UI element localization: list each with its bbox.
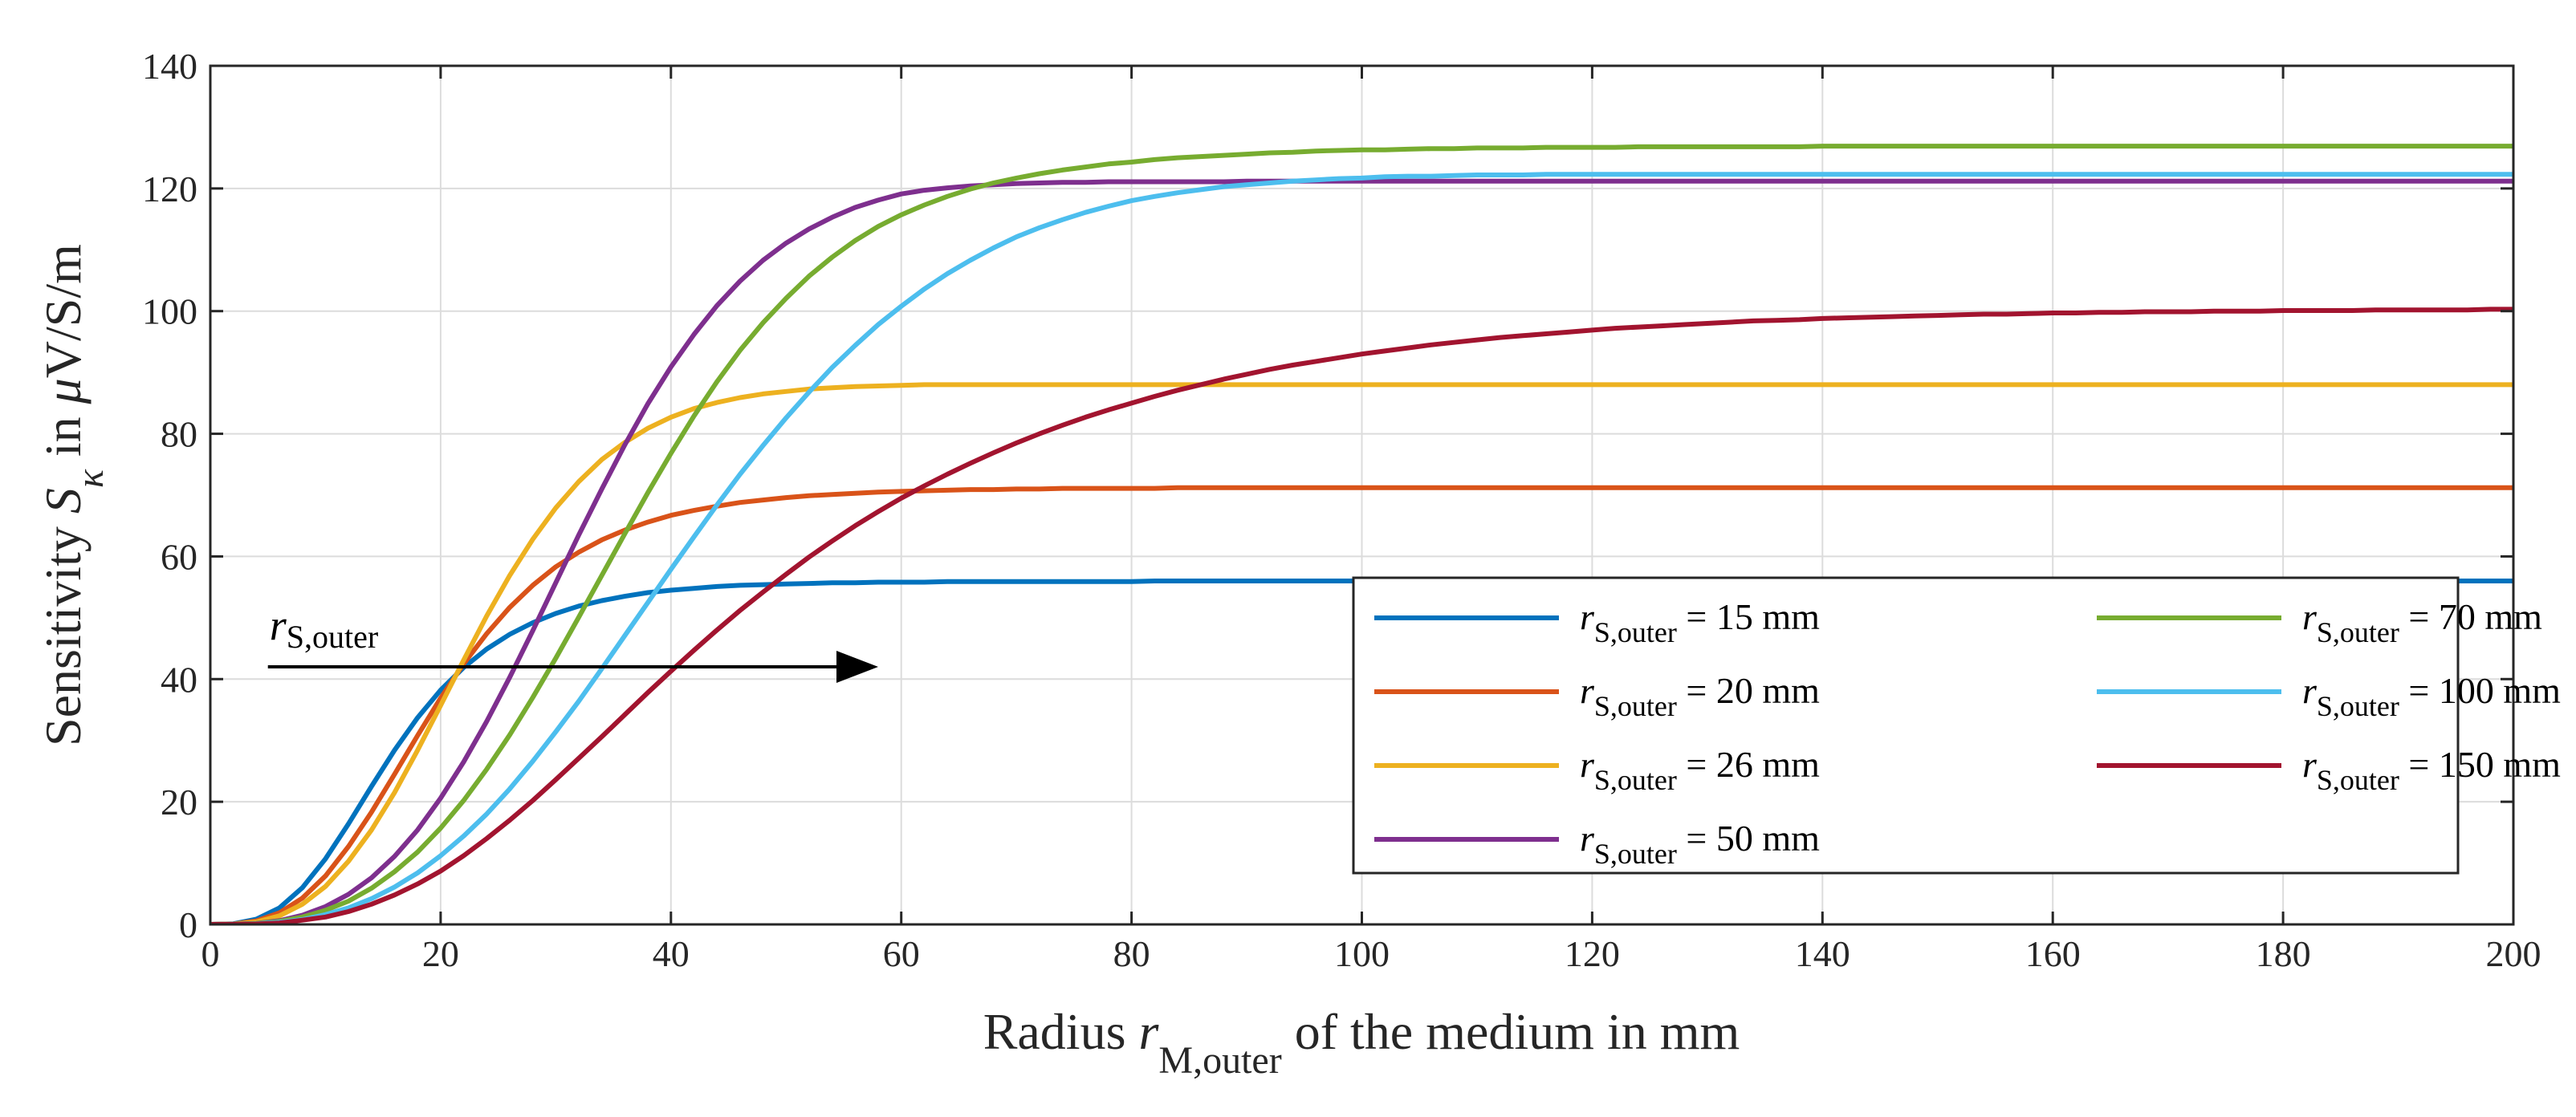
legend-box: [1352, 576, 2460, 875]
annotation-arrowhead: [836, 651, 879, 683]
legend-value: = 50 mm: [1677, 818, 1820, 859]
x-tick-label: 100: [1334, 933, 1390, 974]
series-line-26mm: [210, 382, 2513, 924]
x-axis-title-prefix: Radius: [983, 1003, 1139, 1060]
legend-label: rS,outer = 50 mm: [1580, 818, 1820, 870]
legend-label: rS,outer = 70 mm: [2302, 596, 2542, 648]
legend-symbol: r: [2302, 596, 2318, 637]
annotation-subscript: S,outer: [287, 619, 378, 655]
arrow-annotation: rS,outer: [267, 601, 879, 683]
legend-value: = 70 mm: [2399, 596, 2542, 637]
series-line-70mm: [210, 144, 2513, 924]
x-tick-label: 80: [1113, 933, 1150, 974]
x-axis-title-suffix: of the medium in mm: [1282, 1003, 1740, 1060]
series-layer: [210, 144, 2513, 924]
y-axis-title-unit: V/S/m: [35, 244, 92, 378]
legend-symbol: r: [1580, 596, 1595, 637]
y-axis-title-subscript: κ: [69, 469, 112, 488]
y-tick-label: 0: [179, 904, 197, 945]
x-tick-label: 60: [883, 933, 920, 974]
legend-value: = 26 mm: [1677, 744, 1820, 785]
x-tick-label: 40: [653, 933, 690, 974]
legend-subscript: S,outer: [2317, 690, 2399, 722]
legend-symbol: r: [1580, 818, 1595, 859]
legend-subscript: S,outer: [1594, 616, 1677, 648]
legend-subscript: S,outer: [2317, 764, 2399, 796]
y-tick-label: 140: [142, 46, 197, 87]
legend-value: = 15 mm: [1677, 596, 1820, 637]
y-tick-label: 100: [142, 291, 197, 332]
x-tick-label: 0: [201, 933, 220, 974]
y-axis-title-prefix: Sensitivity: [35, 514, 92, 746]
series-line-150mm: [210, 307, 2513, 924]
x-tick-label: 160: [2025, 933, 2081, 974]
y-tick-label: 20: [161, 782, 197, 823]
legend-value: = 150 mm: [2399, 744, 2561, 785]
legend-symbol: r: [1580, 670, 1595, 711]
y-axis-title-mu: μ: [35, 378, 92, 404]
legend-label: rS,outer = 100 mm: [2302, 670, 2561, 722]
x-axis-title: Radius rM,outer of the medium in mm: [983, 1003, 1740, 1082]
y-tick-label: 40: [161, 659, 197, 700]
legend-label: rS,outer = 15 mm: [1580, 596, 1820, 648]
legend-symbol: r: [2302, 744, 2318, 785]
legend-subscript: S,outer: [2317, 616, 2399, 648]
legend-label: rS,outer = 150 mm: [2302, 744, 2561, 796]
legend-symbol: r: [1580, 744, 1595, 785]
x-tick-label: 180: [2256, 933, 2311, 974]
y-tick-label: 80: [161, 414, 197, 455]
legend-symbol: r: [2302, 670, 2318, 711]
y-tick-label: 120: [142, 169, 197, 209]
legend-value: = 20 mm: [1677, 670, 1820, 711]
y-axis-title-symbol: S: [35, 488, 92, 514]
x-tick-label: 120: [1565, 933, 1620, 974]
annotation-label: rS,outer: [270, 601, 378, 655]
x-tick-label: 20: [422, 933, 459, 974]
annotation-symbol: r: [270, 601, 287, 649]
x-tick-label: 200: [2486, 933, 2541, 974]
y-tick-label: 60: [161, 536, 197, 577]
legend-label: rS,outer = 20 mm: [1580, 670, 1820, 722]
series-line-50mm: [210, 178, 2513, 924]
legend-subscript: S,outer: [1594, 764, 1677, 796]
y-axis-title: Sensitivity Sκ in μV/S/m: [35, 244, 112, 746]
x-tick-label: 140: [1795, 933, 1850, 974]
legend-subscript: S,outer: [1594, 690, 1677, 722]
legend-value: = 100 mm: [2399, 670, 2561, 711]
legend-subscript: S,outer: [1594, 838, 1677, 870]
x-axis-title-subscript: M,outer: [1158, 1039, 1281, 1082]
series-line-100mm: [210, 172, 2513, 924]
y-axis-title-in: in: [35, 404, 92, 469]
series-line-20mm: [210, 485, 2513, 924]
axis-ticks: 0 20 40 60 80 100 120 140 160 180 200 0 20 40 60 80 100 1…: [142, 46, 2541, 974]
x-axis-title-symbol: r: [1138, 1003, 1159, 1060]
legend-label: rS,outer = 26 mm: [1580, 744, 1820, 796]
